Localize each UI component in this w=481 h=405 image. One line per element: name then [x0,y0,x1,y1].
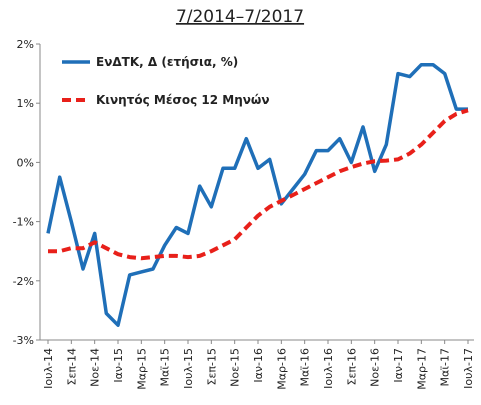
x-tick-label: Μαρ-15 [135,348,148,390]
x-tick-label: Μαϊ-15 [159,348,172,386]
x-tick-label: Ιαν-15 [112,348,125,383]
x-tick-label: Σεπ-14 [65,348,78,386]
y-tick-label: -3% [13,334,34,347]
x-tick-label: Ιαν-17 [392,348,405,383]
x-tick-label: Ιαν-16 [252,348,265,383]
x-tick-label: Ιουλ-14 [42,348,55,389]
x-tick-label: Σεπ-16 [345,348,358,386]
legend-label: Κινητός Μέσος 12 Μηνών [96,93,270,107]
y-tick-label: -2% [13,275,34,288]
y-tick-label: -1% [13,216,34,229]
series-line [46,62,468,327]
x-tick-label: Μαρ-16 [275,348,288,390]
chart-title: 7/2014–7/2017 [176,7,304,27]
y-tick-label: 2% [17,38,34,51]
x-tick-label: Νοε-14 [89,348,102,387]
legend-label: ΕνΔΤΚ, Δ (ετήσια, %) [96,55,238,69]
x-tick-label: Σεπ-15 [205,348,218,386]
x-tick-label: Νοε-15 [229,348,242,387]
x-tick-label: Μαϊ-17 [439,348,452,386]
x-tick-label: Ιουλ-17 [462,348,475,389]
x-tick-label: Ιουλ-15 [182,348,195,389]
x-tick-label: Μαρ-17 [415,348,428,390]
x-tick-label: Ιουλ-16 [322,348,335,389]
x-tick-label: Μαϊ-16 [299,348,312,386]
y-tick-label: 1% [17,97,34,110]
series-line [48,108,469,261]
x-tick-label: Νοε-16 [369,348,382,387]
y-tick-label: 0% [17,156,34,169]
